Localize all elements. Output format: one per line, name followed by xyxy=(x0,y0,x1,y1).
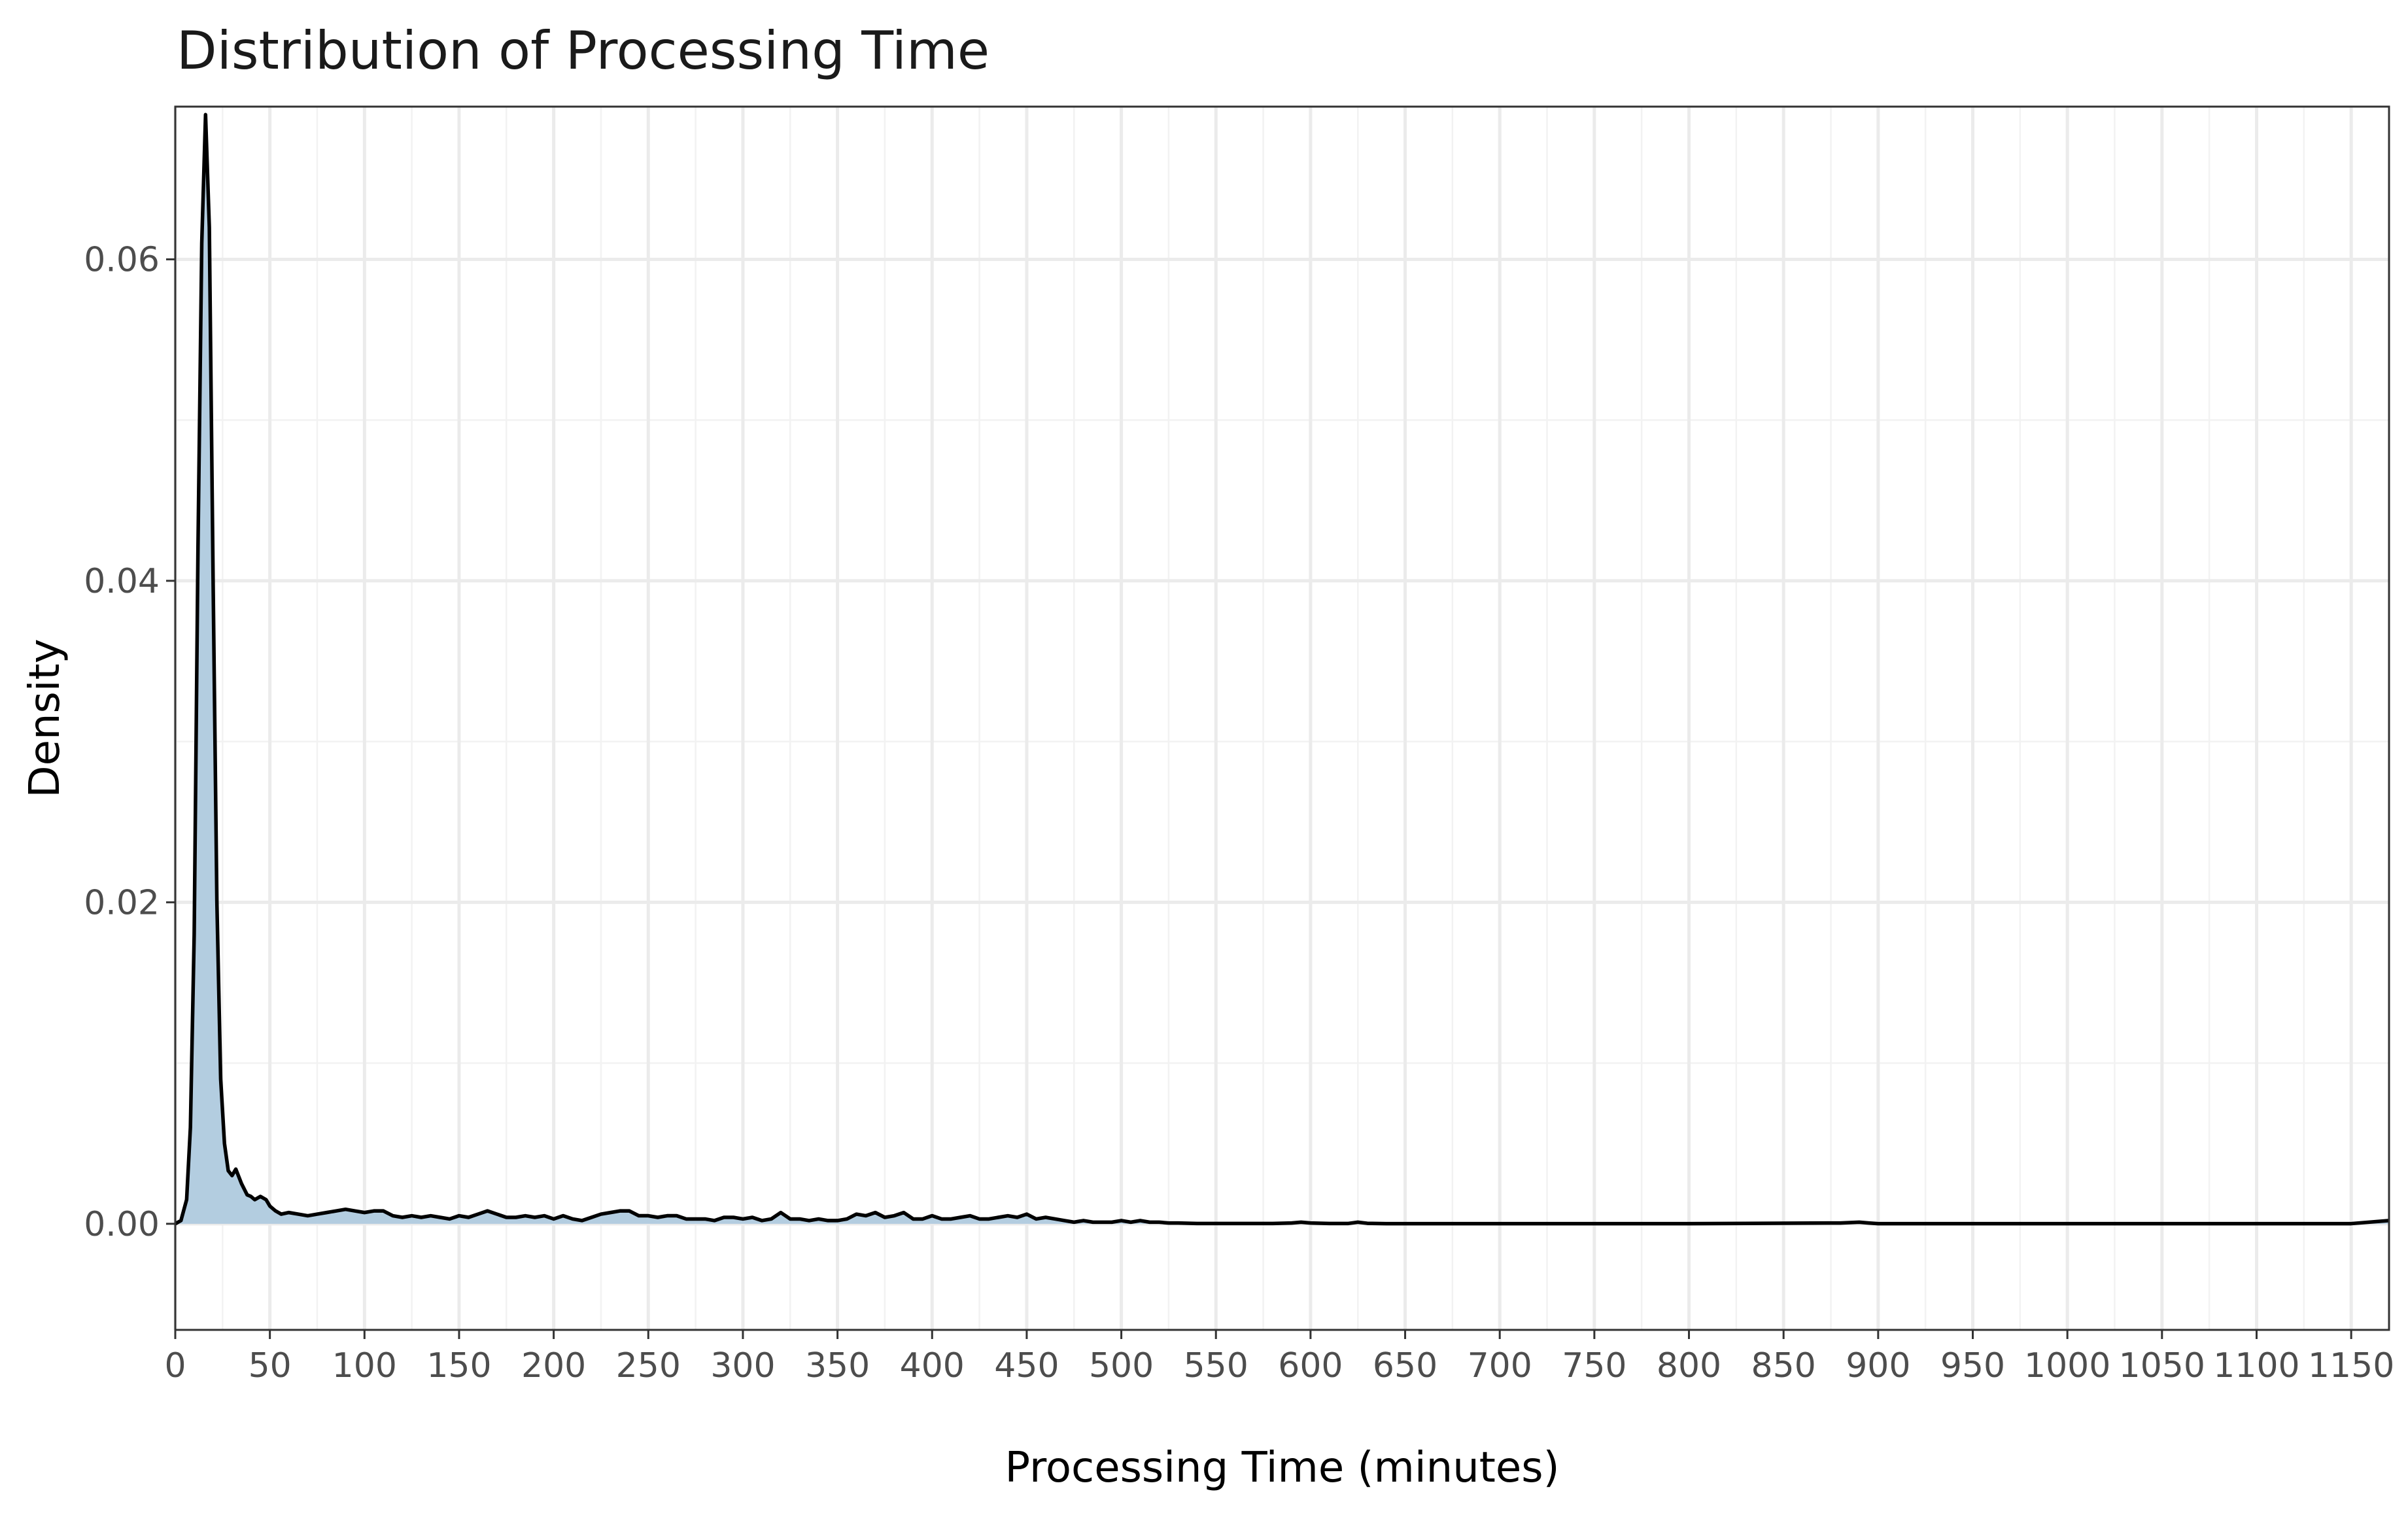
x-tick-label: 500 xyxy=(1089,1346,1154,1385)
y-tick-label: 0.00 xyxy=(84,1205,160,1244)
x-tick-label: 250 xyxy=(616,1346,681,1385)
x-tick-label: 550 xyxy=(1184,1346,1248,1385)
y-tick-label: 0.02 xyxy=(84,883,160,922)
chart-title: Distribution of Processing Time xyxy=(177,20,989,81)
x-tick-label: 1000 xyxy=(2024,1346,2110,1385)
x-tick-label: 400 xyxy=(900,1346,965,1385)
x-tick-label: 950 xyxy=(1940,1346,2005,1385)
x-tick-label: 50 xyxy=(249,1346,292,1385)
density-line xyxy=(174,113,2390,1226)
x-tick-label: 600 xyxy=(1278,1346,1343,1385)
x-tick-label: 0 xyxy=(164,1346,186,1385)
y-tick-label: 0.04 xyxy=(84,562,160,601)
x-tick-label: 1100 xyxy=(2213,1346,2299,1385)
x-tick-label: 650 xyxy=(1373,1346,1437,1385)
x-tick-label: 900 xyxy=(1846,1346,1910,1385)
x-tick-label: 350 xyxy=(805,1346,870,1385)
y-tick-label: 0.06 xyxy=(84,240,160,279)
y-axis-title: Density xyxy=(21,638,69,797)
x-tick-label: 700 xyxy=(1468,1346,1532,1385)
x-tick-label: 800 xyxy=(1657,1346,1721,1385)
x-tick-label: 1150 xyxy=(2308,1346,2394,1385)
x-tick-label: 1050 xyxy=(2119,1346,2205,1385)
x-tick-label: 150 xyxy=(426,1346,491,1385)
axes: 0 50 100 150 200 250 300 350 400 450 500 550 600 650 7… xyxy=(84,240,2394,1385)
x-tick-label: 450 xyxy=(994,1346,1059,1385)
x-tick-label: 200 xyxy=(521,1346,586,1385)
x-tick-label: 850 xyxy=(1751,1346,1816,1385)
plot-panel-border xyxy=(174,105,2390,1331)
density-series xyxy=(174,113,2390,1226)
x-tick-label: 100 xyxy=(332,1346,397,1385)
x-tick-label: 750 xyxy=(1562,1346,1626,1385)
x-axis-title: Processing Time (minutes) xyxy=(1005,1444,1559,1492)
x-tick-label: 300 xyxy=(710,1346,775,1385)
